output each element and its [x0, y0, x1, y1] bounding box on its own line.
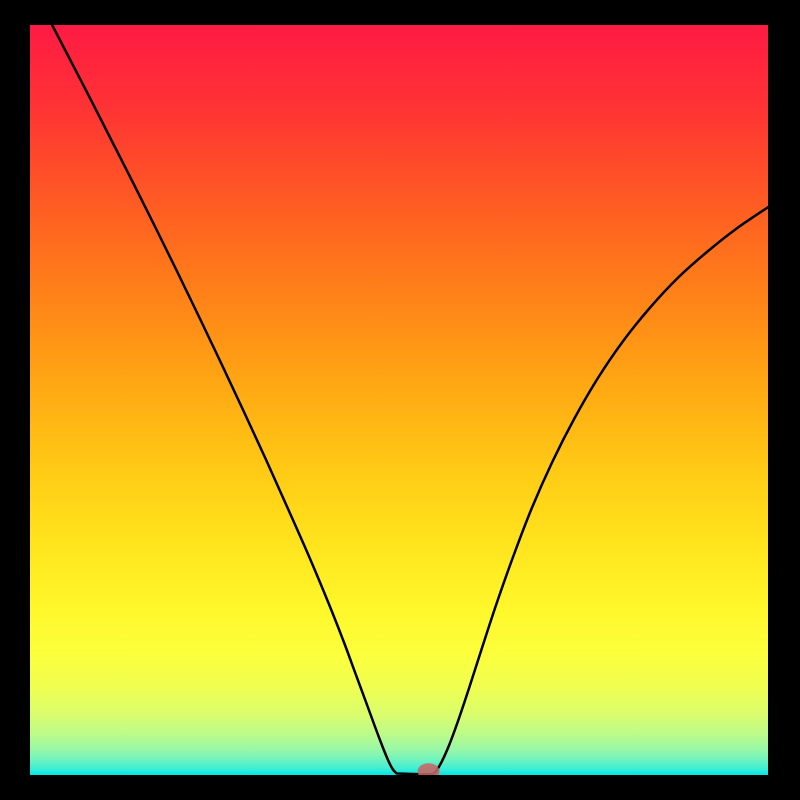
optimum-marker [418, 763, 440, 775]
border-right [768, 0, 800, 800]
chart-frame: TheBottleneck.com [0, 0, 800, 800]
bottleneck-curve [30, 25, 768, 775]
border-bottom [0, 775, 800, 800]
plot-area [30, 25, 768, 775]
border-left [0, 0, 30, 800]
border-top [0, 0, 800, 25]
